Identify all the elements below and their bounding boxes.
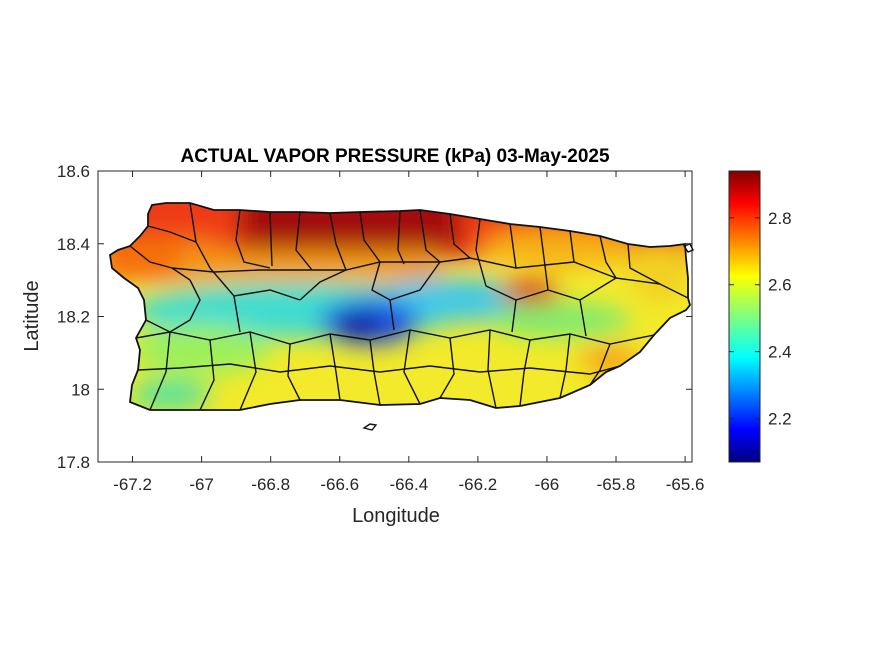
x-tick-label: -65.8 bbox=[597, 475, 636, 494]
x-tick-label: -66.4 bbox=[389, 475, 428, 494]
plot-axes: -67.2 -67 -66.8 -66.6 -66.4 -66.2 -66 -65.8 -65.… bbox=[21, 146, 704, 527]
x-axis-label: Longitude bbox=[352, 505, 440, 527]
small-islands bbox=[362, 243, 694, 431]
y-tick-label: 18.2 bbox=[57, 308, 90, 327]
x-tick-label: -66.8 bbox=[251, 475, 290, 494]
vapor-pressure-field bbox=[110, 203, 690, 410]
municipality-borders bbox=[109, 202, 691, 411]
colorbar-tick-label: 2.8 bbox=[768, 209, 792, 228]
colorbar-tick-label: 2.4 bbox=[768, 343, 792, 362]
colorbar-tick-label: 2.6 bbox=[768, 276, 792, 295]
x-tick-label: -65.6 bbox=[666, 475, 705, 494]
colorbar: 2.2 2.4 2.6 2.8 bbox=[728, 170, 792, 463]
x-tick-label: -66.6 bbox=[320, 475, 359, 494]
chart-title: ACTUAL VAPOR PRESSURE (kPa) 03-May-2025 bbox=[180, 146, 609, 167]
x-axis: -67.2 -67 -66.8 -66.6 -66.4 -66.2 -66 -65.8 -65.… bbox=[113, 171, 704, 494]
y-axis: 17.8 18 18.2 18.4 18.6 bbox=[57, 162, 692, 472]
y-tick-label: 18.4 bbox=[57, 235, 90, 254]
x-tick-label: -67 bbox=[189, 475, 214, 494]
y-axis-label: Latitude bbox=[21, 280, 43, 351]
x-tick-label: -66.2 bbox=[459, 475, 498, 494]
colorbar-gradient bbox=[728, 170, 761, 463]
y-tick-label: 17.8 bbox=[57, 453, 90, 472]
y-tick-label: 18 bbox=[71, 380, 90, 399]
colorbar-tick-label: 2.2 bbox=[768, 410, 792, 429]
colorbar-ticks: 2.2 2.4 2.6 2.8 bbox=[729, 209, 792, 429]
y-tick-label: 18.6 bbox=[57, 162, 90, 181]
x-tick-label: -66 bbox=[535, 475, 560, 494]
x-tick-label: -67.2 bbox=[113, 475, 152, 494]
